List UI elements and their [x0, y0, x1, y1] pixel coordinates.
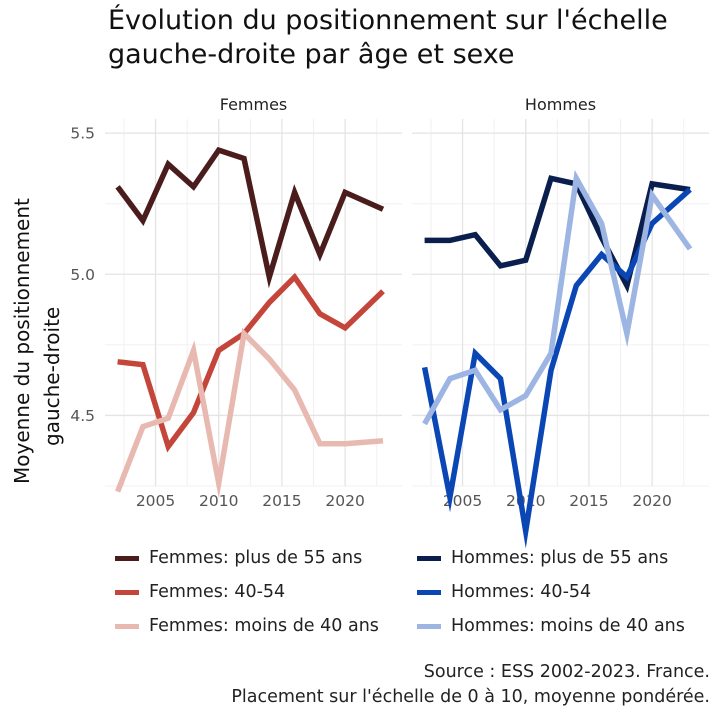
x-tick-label: 2005	[136, 492, 175, 510]
facet-label-hommes: Hommes	[525, 95, 596, 114]
x-tick-label: 2015	[569, 492, 608, 510]
series-line-hommes-40-54	[421, 187, 692, 549]
x-tick-label: 2020	[632, 492, 671, 510]
legend-item: Hommes: 40-54	[417, 582, 591, 602]
legend-item: Femmes: 40-54	[115, 582, 285, 602]
chart-title: Évolution du positionnement sur l'échell…	[108, 4, 718, 72]
legend-swatch	[115, 623, 139, 629]
chart-title-line-1: Évolution du positionnement sur l'échell…	[108, 5, 668, 36]
legend-swatch	[115, 555, 139, 561]
legend-swatch	[417, 555, 441, 561]
y-tick-label: 5.5	[70, 125, 95, 143]
legend-item: Hommes: moins de 40 ans	[417, 616, 685, 636]
legend-label: Hommes: moins de 40 ans	[451, 616, 685, 636]
legend-label: Femmes: 40-54	[149, 582, 286, 602]
x-tick-label: 2020	[325, 492, 364, 510]
legend-swatch	[417, 589, 441, 595]
legend-label: Hommes: 40-54	[451, 582, 592, 602]
y-tick-label: 4.5	[70, 407, 95, 425]
facet-label-femmes: Femmes	[220, 95, 288, 114]
x-tick-label: 2015	[262, 492, 301, 510]
series-line-femmes-plus-de-55-ans	[115, 146, 385, 289]
x-tick-label: 2010	[199, 492, 238, 510]
x-tick-label: 2010	[506, 492, 545, 510]
legend-label: Hommes: plus de 55 ans	[451, 548, 669, 568]
series-line-hommes-plus-de-55-ans	[424, 175, 691, 294]
chart-caption: Source : ESS 2002-2023. France. Placemen…	[231, 660, 710, 710]
y-tick-label: 5.0	[70, 266, 95, 284]
legend-swatch	[115, 589, 139, 595]
chart-title-line-2: gauche-droite par âge et sexe	[108, 39, 515, 70]
legend-swatch	[417, 623, 441, 629]
series-line-femmes-moins-de-40-ans	[115, 327, 384, 499]
series-line-hommes-moins-de-40-ans	[422, 169, 693, 426]
legend-label: Femmes: moins de 40 ans	[149, 616, 379, 636]
legend-item: Hommes: plus de 55 ans	[417, 548, 668, 568]
legend-item: Femmes: plus de 55 ans	[115, 548, 362, 568]
caption-note: Placement sur l'échelle de 0 à 10, moyen…	[231, 687, 710, 707]
legend-item: Femmes: moins de 40 ans	[115, 616, 379, 636]
caption-source: Source : ESS 2002-2023. France.	[423, 662, 710, 682]
legend-label: Femmes: plus de 55 ans	[149, 548, 363, 568]
